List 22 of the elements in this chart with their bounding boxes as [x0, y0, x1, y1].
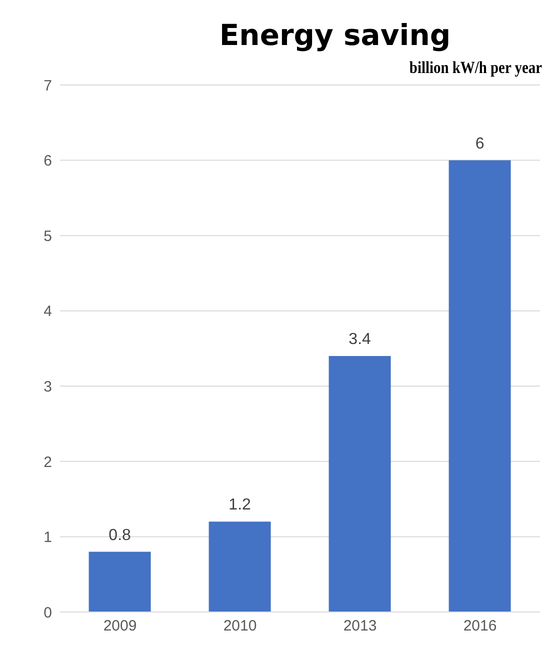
chart-title: Energy saving [218, 18, 452, 52]
y-tick-label: 0 [44, 604, 52, 622]
bar [208, 522, 271, 612]
data-label: 6 [475, 135, 484, 152]
x-tick-label: 2009 [103, 618, 137, 635]
chart-subtitle: billion kW/h per year [409, 58, 542, 78]
data-label: 3.4 [348, 331, 372, 348]
data-label: 0.8 [108, 526, 132, 544]
y-tick-label: 3 [44, 378, 52, 396]
y-tick-label: 6 [44, 152, 52, 170]
x-tick-label: 2013 [343, 618, 377, 635]
y-tick-label: 2 [44, 454, 52, 471]
y-tick-label: 1 [44, 529, 52, 546]
bar [88, 552, 151, 612]
bar [448, 160, 511, 612]
y-tick-label: 4 [44, 303, 52, 320]
y-tick-label: 7 [44, 77, 52, 94]
y-tick-label: 5 [44, 228, 52, 245]
bar [328, 356, 391, 612]
x-tick-label: 2016 [463, 618, 497, 635]
data-label: 1.2 [228, 496, 252, 514]
x-tick-label: 2010 [223, 618, 257, 635]
